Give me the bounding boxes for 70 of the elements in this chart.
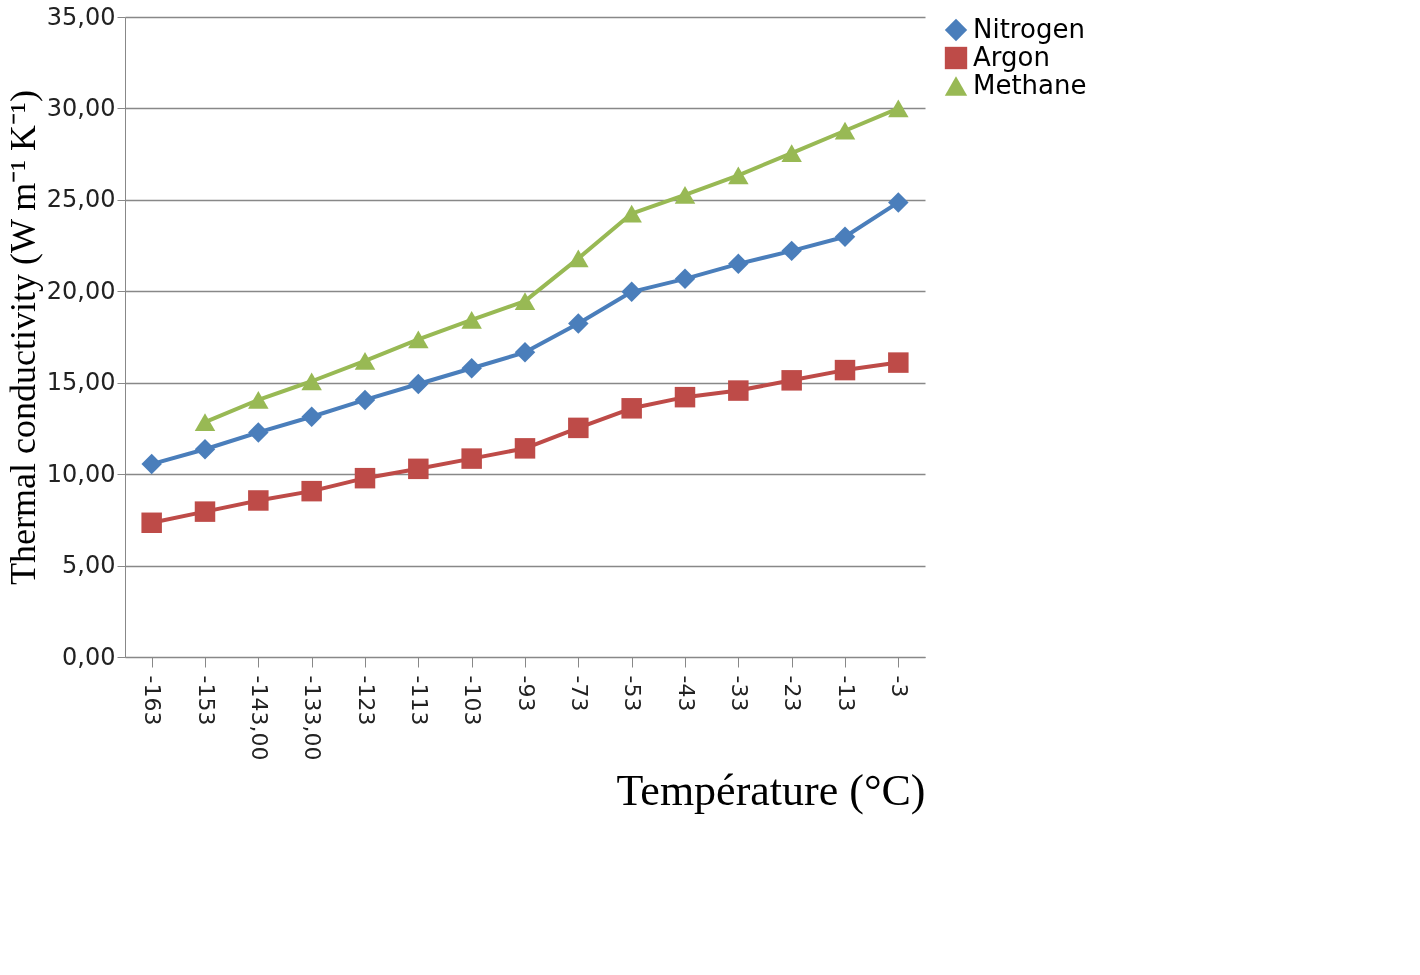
point [514,342,536,363]
point [728,253,749,275]
point [781,370,802,391]
point [248,422,269,443]
point [728,380,749,401]
y-tick-label: 0,00 [62,642,116,671]
point [888,352,909,373]
x-tick-label: -123 [353,675,379,726]
x-tick-label: -103 [460,675,486,726]
x-tick-label: -93 [513,675,539,712]
x-tick-label: -113 [406,675,432,726]
x-axis-title: Température (°C) [616,766,926,816]
point [408,458,429,480]
point [888,99,909,118]
point [834,121,856,140]
point [781,144,802,162]
point [674,386,696,408]
point [301,372,322,391]
x-tick-label: -3 [886,675,912,698]
point [674,186,696,204]
y-tick-label: 10,00 [46,459,116,488]
x-tick-label: -73 [566,675,592,712]
x-tick-label: -163 [140,675,166,726]
point [301,406,322,427]
x-tick-label: -23 [780,675,806,712]
point [674,268,696,290]
y-axis-title: Thermal conductivity (W m⁻¹ K⁻¹) [2,90,43,585]
point [194,501,216,522]
point [834,226,856,248]
point [408,373,429,395]
point [514,292,536,311]
x-tick-label: -153 [193,675,219,726]
x-tick-label: -13 [833,675,859,712]
x-tick-label: -43 [673,675,699,712]
point [834,359,856,381]
point [728,166,749,185]
y-tick-label: 20,00 [46,276,116,305]
point [141,512,162,534]
y-tick-label: 30,00 [46,93,116,122]
point [194,413,216,432]
y-tick-label: 35,00 [46,2,116,31]
point [301,480,322,502]
point [461,310,482,329]
point [621,398,642,419]
y-tick-label: 25,00 [46,185,116,214]
point [248,490,269,511]
point [461,358,482,379]
point [141,453,162,475]
point [248,391,269,409]
point [354,351,376,370]
x-tick-label: -133,00 [300,675,326,761]
point [408,330,429,349]
y-tick-label: 5,00 [62,551,116,580]
point [461,448,482,469]
x-tick-label: -53 [620,675,646,712]
point [888,192,909,213]
point [568,249,589,268]
point [194,439,216,460]
point [568,313,589,334]
point [621,204,642,223]
x-tick-label: -143,00 [246,675,272,761]
point [568,417,589,439]
point [514,438,536,459]
x-tick-label: -33 [726,675,752,712]
point [354,389,376,411]
y-tick-label: 15,00 [46,368,116,397]
legend-label: Nitrogen [973,14,1085,44]
point [781,240,802,262]
point [354,467,376,489]
point [621,281,642,303]
